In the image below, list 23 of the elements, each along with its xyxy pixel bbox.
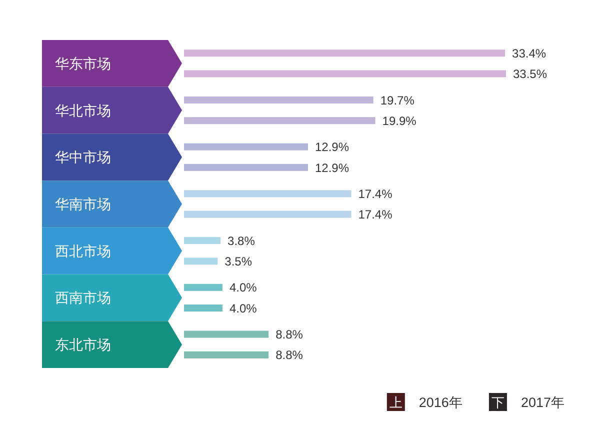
data-label: 33.5% [513, 67, 548, 82]
data-label: 17.4% [358, 186, 393, 201]
y-tick-label: 华北市场 [55, 102, 111, 118]
text: 2017年 [520, 395, 565, 410]
text: 2016年 [418, 395, 463, 410]
data-label: 3.5% [224, 254, 252, 268]
data-label: 12.9% [314, 160, 350, 175]
y-tick-label: 西南市场 [55, 290, 111, 306]
y-tick-label: 东北市场 [55, 336, 111, 353]
data-label: 19.7% [380, 93, 415, 108]
data-label: 19.9% [382, 114, 417, 128]
data-label: 3.8% [228, 234, 256, 248]
y-tick-label: 西北市场 [55, 242, 111, 259]
data-label: 12.9% [314, 140, 350, 154]
data-label: 8.8% [276, 328, 304, 342]
data-label: 4.0% [229, 280, 258, 295]
data-label: 33.4% [512, 46, 546, 60]
y-tick-label: 华中市场 [55, 149, 111, 166]
y-tick-label: 华南市场 [55, 196, 111, 212]
data-label: 17.4% [358, 208, 393, 222]
data-label: 8.8% [276, 348, 304, 362]
y-tick-label: 华东市场 [55, 55, 111, 72]
data-label: 4.0% [229, 301, 258, 316]
